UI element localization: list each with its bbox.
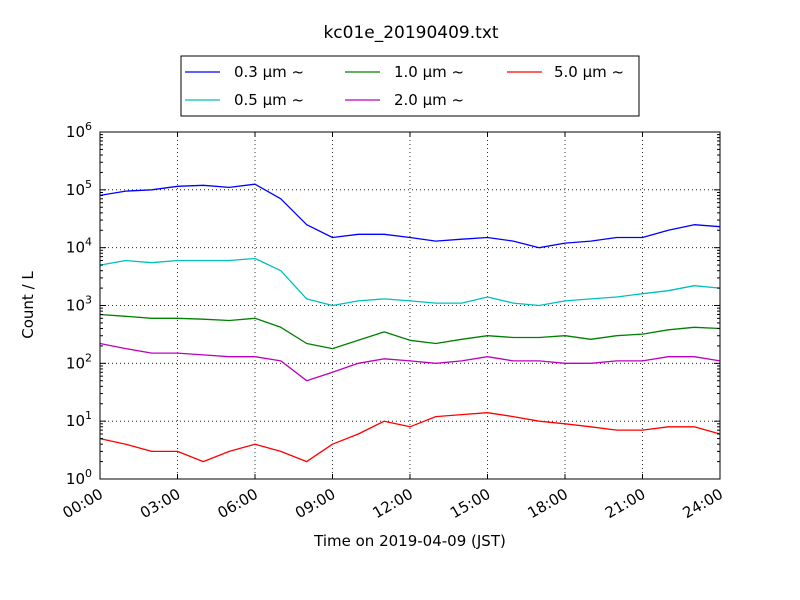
x-axis-label: Time on 2019-04-09 (JST) xyxy=(313,532,506,550)
y-tick-exponent: 4 xyxy=(85,236,92,249)
y-tick-exponent: 3 xyxy=(85,294,92,307)
chart-title: kc01e_20190409.txt xyxy=(323,23,498,43)
y-tick-label: 106 xyxy=(66,120,92,141)
y-tick-label: 104 xyxy=(66,236,92,257)
y-tick-base: 10 xyxy=(66,123,85,141)
y-tick-exponent: 5 xyxy=(85,178,92,191)
y-tick-base: 10 xyxy=(66,297,85,315)
legend-label: 0.5 μm ~ xyxy=(234,91,304,109)
y-axis-label: Count / L xyxy=(19,271,37,339)
y-tick-exponent: 2 xyxy=(85,351,92,364)
legend-label: 2.0 μm ~ xyxy=(394,91,464,109)
grid-lines xyxy=(100,132,720,479)
series-line-1 xyxy=(99,257,721,307)
legend: 0.3 μm ~ 0.5 μm ~ 1.0 μm ~ 2.0 μm ~ 5.0 μm ~ xyxy=(180,55,640,117)
legend-label: 1.0 μm ~ xyxy=(394,63,464,81)
y-tick-base: 10 xyxy=(66,470,85,488)
y-tick-label: 101 xyxy=(66,409,92,430)
y-tick-exponent: 1 xyxy=(85,409,92,422)
y-tick-label: 102 xyxy=(66,351,92,372)
y-tick-label: 103 xyxy=(66,294,92,315)
y-tick-label: 100 xyxy=(66,467,92,488)
series-line-3 xyxy=(99,342,721,382)
y-tick-base: 10 xyxy=(66,239,85,257)
legend-label: 5.0 μm ~ xyxy=(554,63,624,81)
y-tick-base: 10 xyxy=(66,412,85,430)
series-lines xyxy=(99,183,721,463)
y-tick-label: 105 xyxy=(66,178,92,199)
series-line-2 xyxy=(99,313,721,350)
series-line-0 xyxy=(99,183,721,249)
series-line-4 xyxy=(99,412,721,463)
y-tick-exponent: 6 xyxy=(85,120,92,133)
legend-frame xyxy=(180,55,640,117)
legend-label: 0.3 μm ~ xyxy=(234,63,304,81)
y-tick-exponent: 0 xyxy=(85,467,92,480)
y-tick-base: 10 xyxy=(66,181,85,199)
y-tick-base: 10 xyxy=(66,354,85,372)
